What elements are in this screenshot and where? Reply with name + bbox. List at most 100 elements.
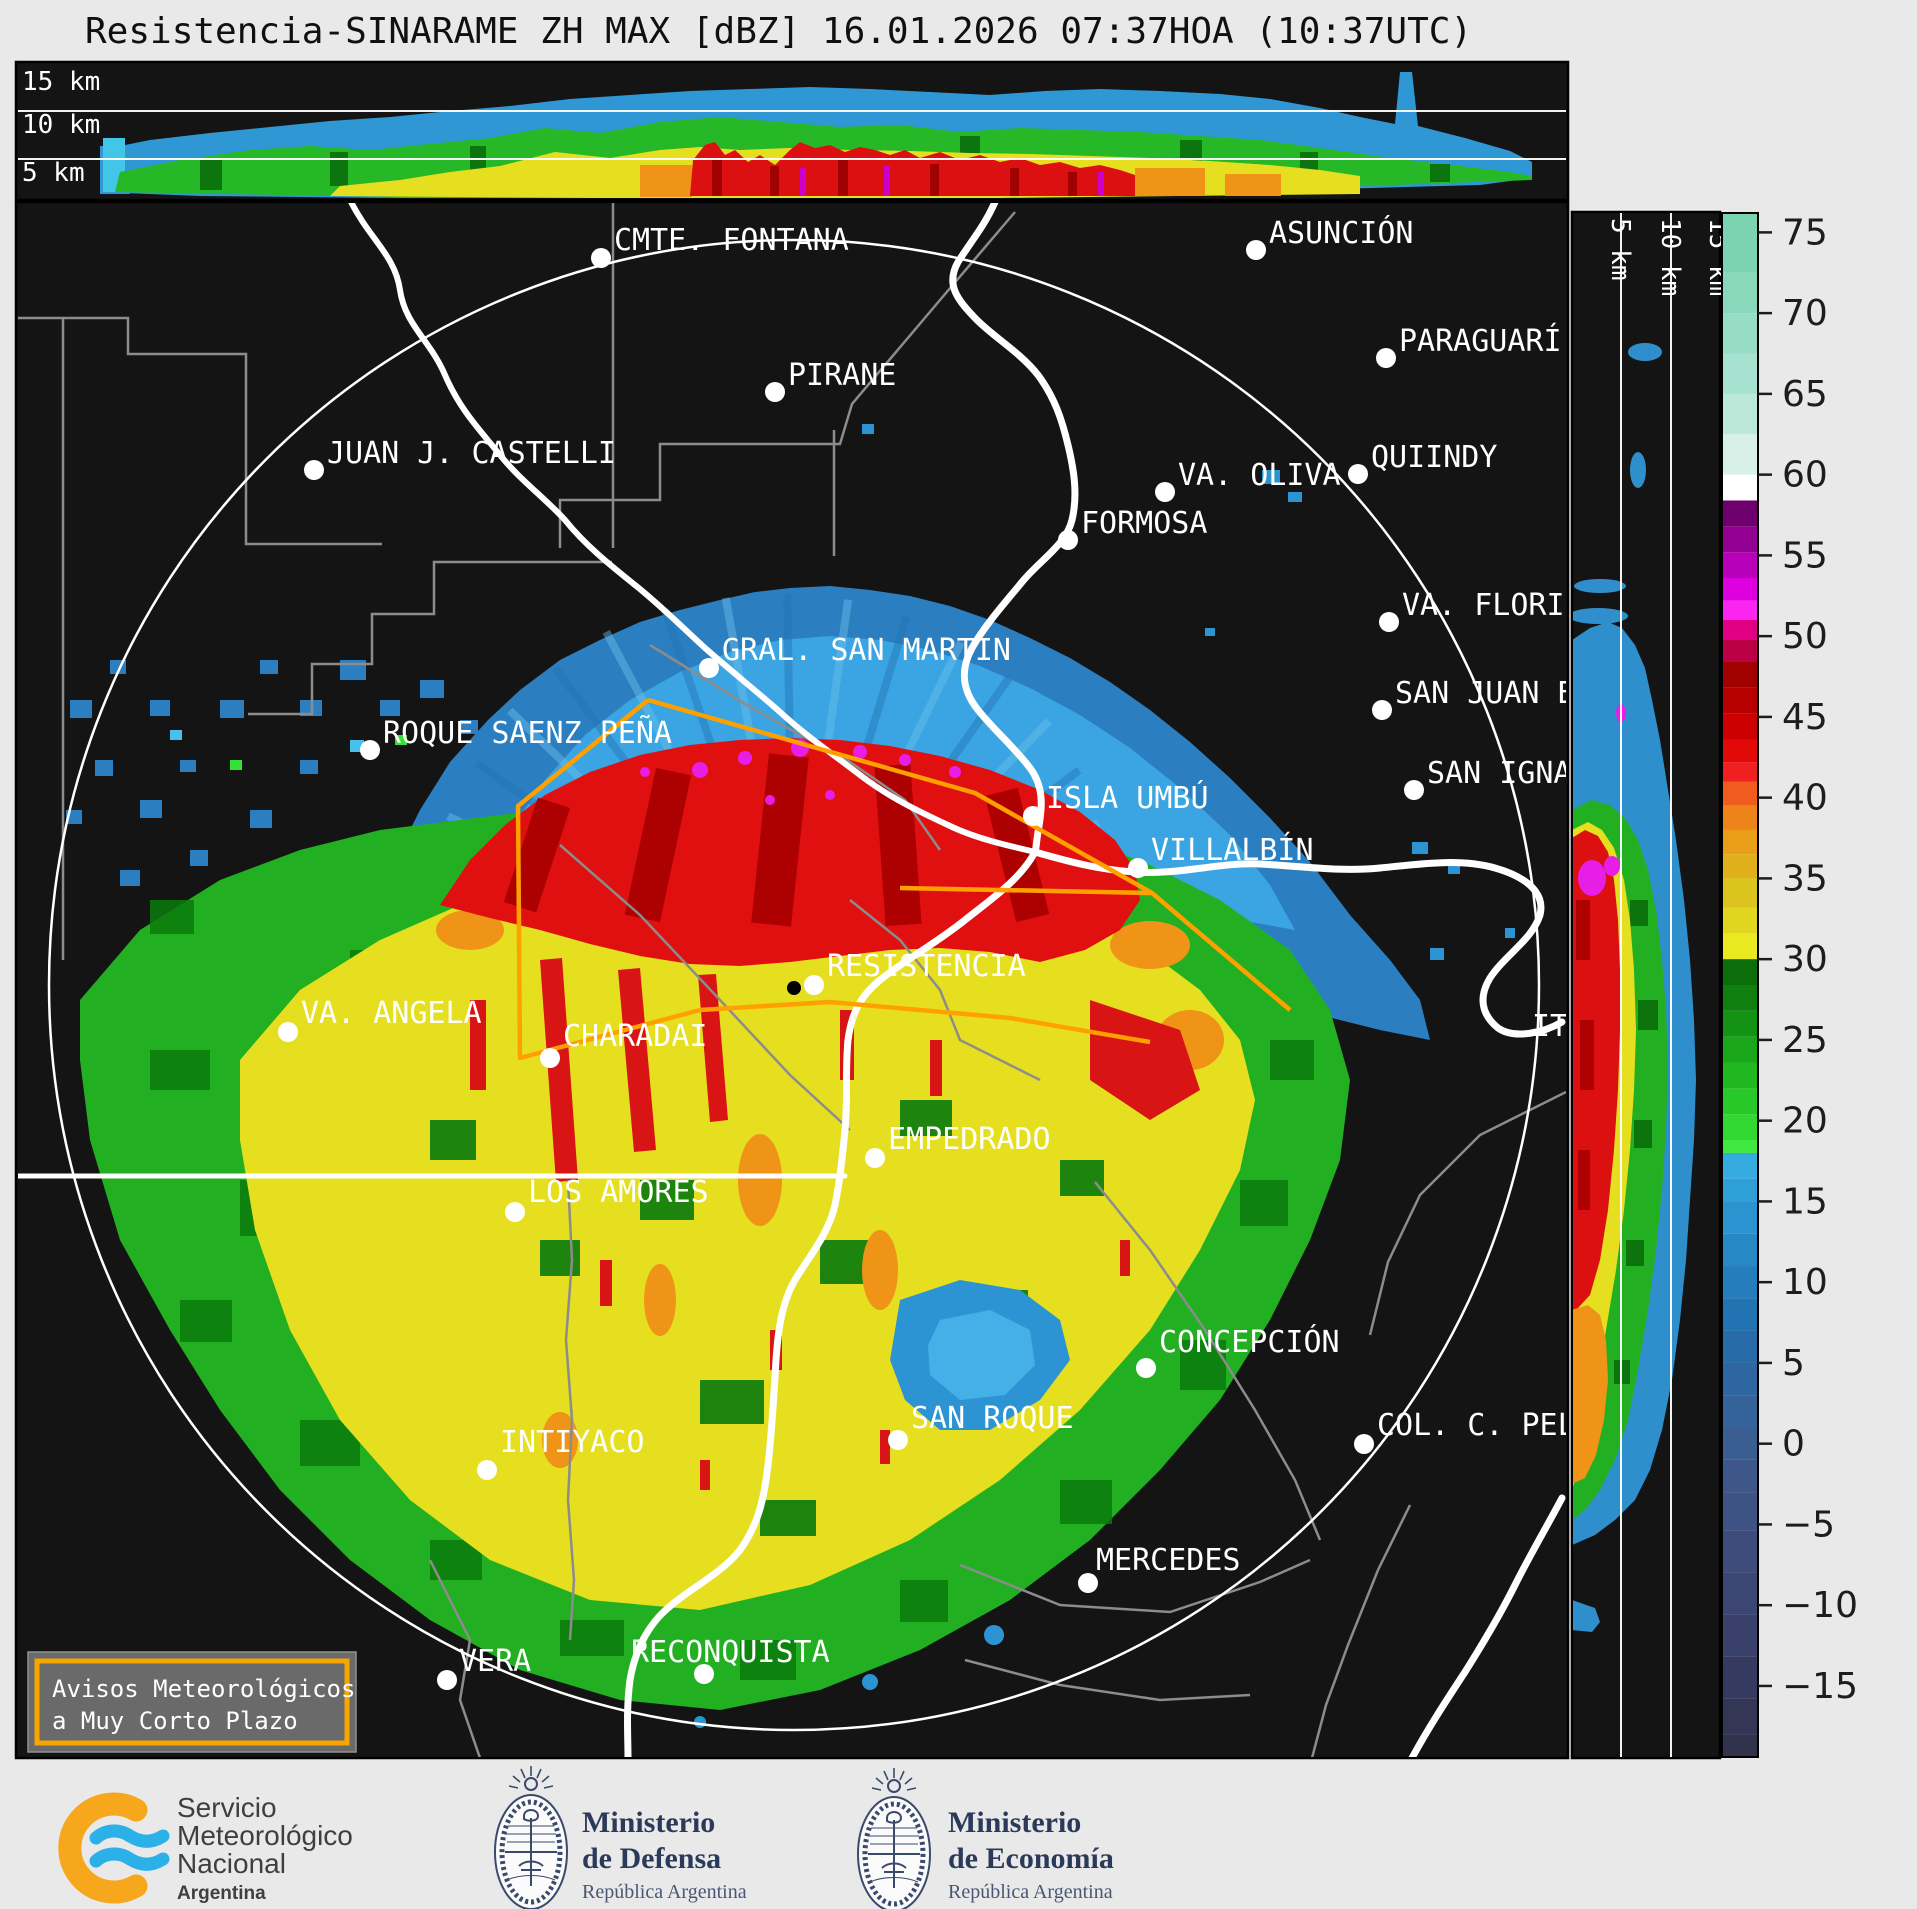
colorbar-segment xyxy=(1722,1201,1758,1234)
colorbar-segment xyxy=(1722,739,1758,763)
city-dot-concepci-n xyxy=(1136,1358,1156,1378)
city-label: EMPEDRADO xyxy=(888,1122,1051,1157)
colorbar-segment xyxy=(1722,1734,1758,1757)
city-labels-layer: CMTE. FONTANA ASUNCIÓN PIRANE PARAGUARÍ JUAN… xyxy=(278,214,1702,1690)
colorbar-segment xyxy=(1722,933,1758,960)
top-cross-section-panel: 15 km 10 km 5 km xyxy=(14,60,1570,202)
warning-advisory-box: Avisos Meteorológicos a Muy Corto Plazo xyxy=(27,1651,357,1753)
city-label: VA. ANGELA xyxy=(301,996,482,1031)
colorbar-tick-value: 5 xyxy=(1782,1343,1805,1384)
colorbar-segment xyxy=(1722,1330,1758,1363)
city-label: VA. FLORIDA xyxy=(1402,588,1601,623)
colorbar-segment xyxy=(1722,1459,1758,1493)
right-panel-alt-label-10km: 10 km xyxy=(1655,218,1685,296)
colorbar-segment xyxy=(1722,619,1758,640)
colorbar-segment xyxy=(1722,272,1758,314)
city-dot-paraguar- xyxy=(1376,348,1396,368)
colorbar-segment xyxy=(1722,552,1758,579)
right-cross-section-panel: 5 km 10 km 15 km xyxy=(1570,210,1733,1760)
province-boundaries xyxy=(18,203,1566,1757)
city-label: JUAN J. CASTELLI xyxy=(327,436,616,471)
colorbar-tick-value: 45 xyxy=(1782,697,1828,738)
colorbar-segment xyxy=(1722,639,1758,662)
city-label: CMTE. FONTANA xyxy=(614,223,849,258)
smn-logo-ring-icon xyxy=(58,1792,148,1904)
reflectivity-colorbar xyxy=(1722,213,1758,1757)
colorbar-segment xyxy=(1722,1656,1758,1699)
colorbar-tick-value: −5 xyxy=(1782,1504,1835,1545)
city-dot-juan-j-castelli xyxy=(304,460,324,480)
city-dot-san-roque xyxy=(888,1430,908,1450)
smn-name-line4: Argentina xyxy=(177,1883,266,1904)
city-label: RECONQUISTA xyxy=(631,1635,830,1670)
colorbar-segment xyxy=(1722,878,1758,908)
footer: Servicio Meteorológico Nacional Argentin… xyxy=(0,1760,1917,1909)
smn-logo-waves-icon xyxy=(89,1824,170,1871)
colorbar-segment xyxy=(1722,393,1758,435)
colorbar-segment xyxy=(1722,661,1758,688)
colorbar-tick-value: −10 xyxy=(1782,1585,1858,1626)
city-dot-quiindy xyxy=(1348,464,1368,484)
city-label: VA. OLIVA xyxy=(1178,458,1341,493)
city-label: SAN ROQUE xyxy=(911,1401,1074,1436)
colorbar-segment xyxy=(1722,353,1758,394)
smn-logo xyxy=(58,1792,170,1904)
colorbar-segment xyxy=(1722,1010,1758,1037)
range-ring xyxy=(47,238,1541,1732)
colorbar-tick-value: 65 xyxy=(1782,374,1828,415)
colorbar-segment xyxy=(1722,1233,1758,1267)
city-dot-va-florida xyxy=(1379,612,1399,632)
colorbar-tick-value: 55 xyxy=(1782,535,1828,576)
city-label: CONCEPCIÓN xyxy=(1159,1323,1340,1360)
city-dot-isla-umb- xyxy=(1023,806,1043,826)
smn-name-line1: Servicio xyxy=(177,1792,277,1823)
city-dot-cmte-fontana xyxy=(591,248,611,268)
colorbar-segment xyxy=(1722,1062,1758,1089)
magenta-cores xyxy=(640,739,961,805)
colorbar-tick-value: 50 xyxy=(1782,616,1828,657)
top-panel-alt-label-15km: 15 km xyxy=(22,67,100,97)
colorbar-tick-value: 60 xyxy=(1782,455,1828,496)
defensa-line1: Ministerio xyxy=(582,1806,715,1839)
city-dot-formosa xyxy=(1058,530,1078,550)
city-label: FORMOSA xyxy=(1081,506,1207,541)
colorbar-segment xyxy=(1722,526,1758,553)
footer-background xyxy=(0,1760,1917,1909)
city-label: VERA xyxy=(459,1644,531,1679)
colorbar-segment xyxy=(1722,1362,1758,1396)
colorbar-segment xyxy=(1722,1395,1758,1428)
colorbar-segment xyxy=(1722,1178,1758,1202)
colorbar-segment xyxy=(1722,959,1758,985)
colorbar-tick-value: −15 xyxy=(1782,1666,1858,1707)
product-title: Resistencia-SINARAME ZH MAX [dBZ] 16.01.… xyxy=(85,11,1472,52)
colorbar-segment xyxy=(1722,1427,1758,1460)
colorbar-tick-value: 15 xyxy=(1782,1181,1828,1222)
colorbar-segment xyxy=(1722,578,1758,601)
city-dot-empedrado xyxy=(865,1148,885,1168)
city-label: VILLALBÍN xyxy=(1151,832,1314,868)
defensa-line2: de Defensa xyxy=(582,1842,721,1875)
city-dot-charadai xyxy=(540,1048,560,1068)
colorbar-tick-value: 70 xyxy=(1782,293,1828,334)
colorbar-segment xyxy=(1722,1152,1758,1179)
colorbar-segment xyxy=(1722,713,1758,740)
city-dot-villalb-n xyxy=(1128,858,1148,878)
city-dot-intiyaco xyxy=(477,1460,497,1480)
city-dot-resistencia xyxy=(804,975,824,995)
colorbar-segment xyxy=(1722,854,1758,879)
colorbar-segment xyxy=(1722,434,1758,475)
colorbar-border xyxy=(1721,212,1759,1758)
city-label: SAN JUAN BAUTISTA xyxy=(1395,676,1702,711)
city-label: ISLA UMBÚ xyxy=(1046,779,1209,816)
city-label-edge: ITATÍ xyxy=(1532,1008,1622,1044)
colorbar-tick-value: 20 xyxy=(1782,1101,1828,1142)
colorbar-segment xyxy=(1722,781,1758,806)
colorbar-segment xyxy=(1722,829,1758,855)
colorbar-segment xyxy=(1722,474,1758,501)
colorbar-tick-value: 10 xyxy=(1782,1262,1828,1303)
city-label: PARAGUARÍ xyxy=(1399,323,1562,359)
warning-box-line1: Avisos Meteorológicos xyxy=(52,1675,355,1703)
city-dot-san-juan-bautista xyxy=(1372,700,1392,720)
